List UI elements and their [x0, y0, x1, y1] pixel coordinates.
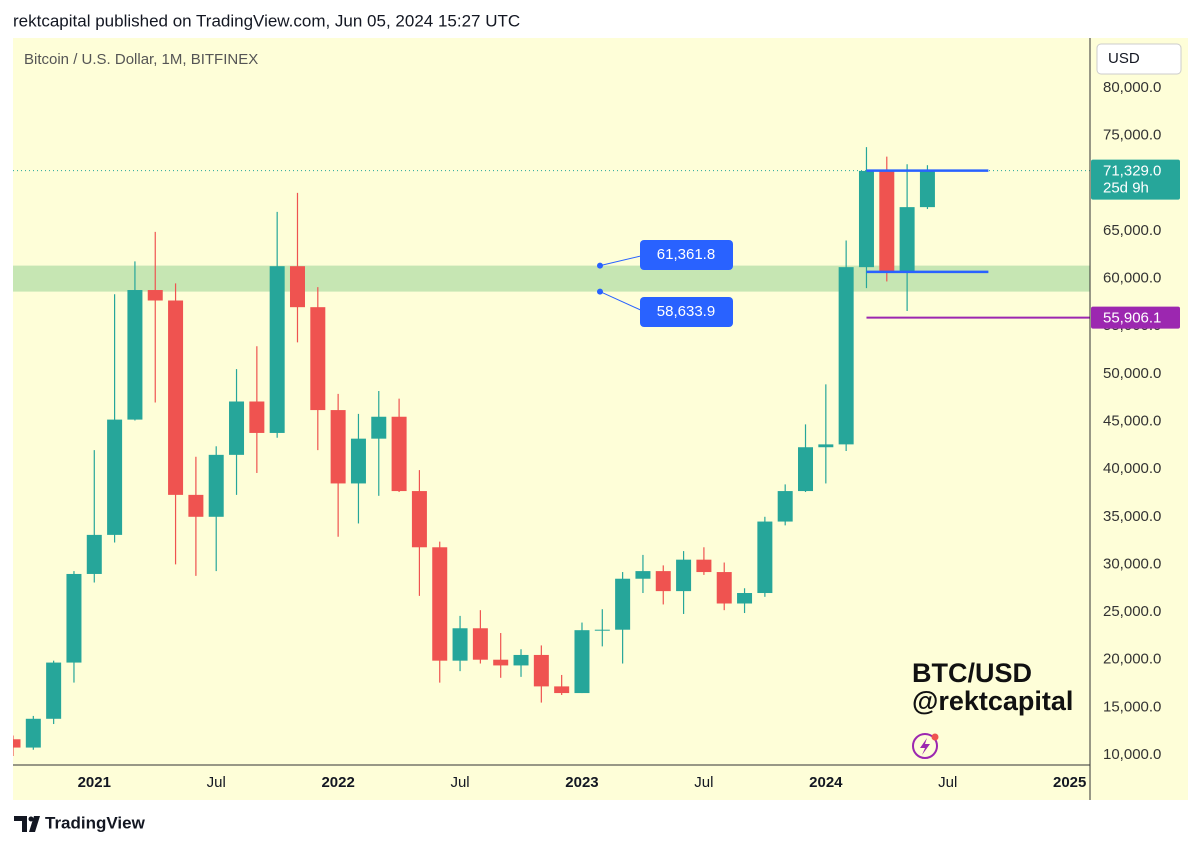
- candle-body: [86, 534, 102, 574]
- currency-box[interactable]: [1096, 43, 1182, 75]
- chart-background: [13, 38, 1188, 800]
- candle-body: [737, 593, 753, 604]
- x-tick-label: 2022: [321, 774, 354, 791]
- bar-countdown: 25d 9h: [1103, 180, 1149, 197]
- x-tick-label: Jul: [938, 774, 957, 791]
- y-tick-label: 80,000.0: [1103, 79, 1161, 96]
- candle-body: [269, 266, 285, 433]
- candle-body: [818, 444, 834, 448]
- callout-box: [640, 240, 733, 270]
- callout-label: 61,361.8: [657, 246, 715, 263]
- last-price-box: [1091, 159, 1180, 200]
- candle-body: [757, 521, 773, 594]
- callout-anchor: [597, 262, 603, 269]
- candle-body: [533, 654, 549, 687]
- support-zone: [13, 265, 1090, 292]
- candle-body: [432, 547, 448, 661]
- plot-area: [13, 147, 1090, 756]
- y-tick-label: 25,000.0: [1103, 603, 1161, 620]
- candle-body: [655, 571, 671, 592]
- candle-body: [208, 454, 224, 517]
- x-tick-label: 2025: [1053, 774, 1086, 791]
- candle-body: [371, 416, 387, 439]
- candle-body: [249, 401, 265, 433]
- y-tick-label: 20,000.0: [1103, 651, 1161, 668]
- y-tick-label: 45,000.0: [1103, 412, 1161, 429]
- watermark-line: BTC/USD: [912, 658, 1032, 688]
- candle-body: [696, 559, 712, 573]
- candle-body: [391, 416, 407, 492]
- candle-body: [513, 654, 529, 666]
- level-price-box: [1091, 306, 1180, 329]
- candle-body: [330, 410, 346, 484]
- candle-body: [798, 447, 814, 492]
- candle-body: [472, 628, 488, 660]
- tradingview-logo: [14, 816, 40, 832]
- y-tick-label: 65,000.0: [1103, 222, 1161, 239]
- candle-body: [493, 659, 509, 666]
- currency[interactable]: USD: [1108, 50, 1140, 67]
- publish-header: rektcapital published on TradingView.com…: [13, 11, 520, 30]
- candle-body: [676, 559, 692, 592]
- x-tick-label: 2023: [565, 774, 598, 791]
- candle-body: [289, 266, 305, 308]
- candle-body: [310, 307, 326, 411]
- x-tick-label: 2021: [78, 774, 111, 791]
- symbol-title: Bitcoin / U.S. Dollar, 1M, BITFINEX: [24, 51, 258, 68]
- candle-body: [716, 572, 732, 604]
- candle-body: [411, 491, 427, 548]
- x-tick-label: Jul: [450, 774, 469, 791]
- callout-anchor: [597, 288, 603, 295]
- callout-pointer: [599, 254, 646, 267]
- candle-body: [127, 290, 143, 420]
- callout-label: 58,633.9: [657, 303, 715, 320]
- candle-body: [350, 438, 366, 484]
- candle-body: [777, 491, 793, 522]
- x-tick-label: 2024: [809, 774, 843, 791]
- candle-body: [13, 739, 21, 748]
- candle-body: [615, 578, 631, 630]
- candle-body: [838, 267, 854, 445]
- y-tick-label: 30,000.0: [1103, 555, 1161, 572]
- level-price-label: 55,906.1: [1103, 310, 1161, 327]
- candle-body: [147, 290, 163, 301]
- candle-body: [919, 170, 935, 208]
- candle-body: [107, 419, 123, 535]
- candle-body: [858, 170, 874, 268]
- candle-body: [594, 629, 610, 631]
- candle-body: [452, 628, 468, 661]
- y-tick-label: 75,000.0: [1103, 127, 1161, 144]
- candle-body: [229, 401, 245, 455]
- y-tick-label: 15,000.0: [1103, 698, 1161, 715]
- candle-body: [188, 494, 204, 517]
- watermark-line: @rektcapital: [912, 686, 1073, 716]
- y-tick-label: 60,000.0: [1103, 270, 1161, 287]
- candle-body: [25, 718, 41, 748]
- footer-brand: TradingView: [45, 813, 146, 832]
- candle-body: [554, 686, 570, 694]
- candle-body: [46, 662, 62, 719]
- candle-body: [899, 207, 915, 272]
- callout-pointer: [599, 291, 646, 313]
- last-price-label: 71,329.0: [1103, 163, 1161, 180]
- x-tick-label: Jul: [694, 774, 713, 791]
- candle-body: [168, 300, 184, 495]
- y-tick-label: 10,000.0: [1103, 746, 1161, 763]
- brand-icon: [912, 733, 939, 759]
- y-tick-label: 50,000.0: [1103, 365, 1161, 382]
- x-tick-label: Jul: [207, 774, 226, 791]
- candle-body: [879, 170, 895, 272]
- y-tick-label: 35,000.0: [1103, 508, 1161, 525]
- candle-body: [574, 630, 590, 694]
- candle-body: [635, 571, 651, 579]
- candle-body: [66, 573, 82, 663]
- y-tick-label: 40,000.0: [1103, 460, 1161, 477]
- callout-box: [640, 297, 733, 327]
